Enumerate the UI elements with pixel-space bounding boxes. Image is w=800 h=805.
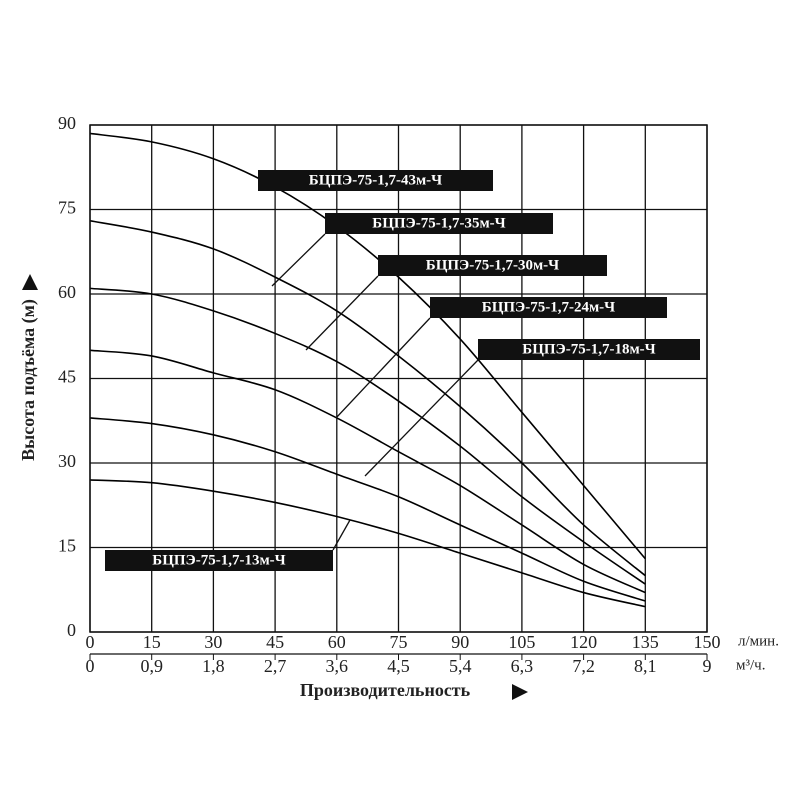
x-axis-title: Производительность (300, 680, 471, 700)
x-tick-label: 135 (632, 632, 659, 652)
y-axis-title: Высота подъёма (м) (18, 299, 39, 461)
label-box (478, 339, 700, 360)
y-tick-label: 15 (58, 536, 76, 556)
label-box (325, 213, 553, 234)
legend-label: БЦПЭ-75-1,7-30м-Ч (426, 257, 559, 273)
x-unit: л/мин. (738, 633, 779, 649)
x2-tick-label: 4,5 (387, 656, 410, 676)
y-tick-label: 45 (58, 367, 76, 387)
x-tick-label: 30 (204, 632, 222, 652)
legend-label: БЦПЭ-75-1,7-43м-Ч (309, 172, 442, 188)
x-tick-label: 60 (328, 632, 346, 652)
x2-tick-label: 5,4 (449, 656, 472, 676)
x2-unit: м³/ч. (736, 657, 765, 673)
label-box (430, 297, 667, 318)
x-tick-label: 0 (86, 632, 95, 652)
x-tick-label: 90 (451, 632, 469, 652)
x-tick-label: 150 (694, 632, 721, 652)
curve (89, 219, 646, 577)
curve (89, 349, 646, 594)
x-tick-label: 15 (143, 632, 161, 652)
plot-border (89, 124, 708, 633)
legend-label: БЦПЭ-75-1,7-24м-Ч (482, 299, 615, 315)
x2-tick-label: 8,1 (634, 656, 657, 676)
legend-label: БЦПЭ-75-1,7-18м-Ч (522, 341, 655, 357)
curve (89, 479, 646, 608)
curve (89, 417, 646, 602)
leader-line (271, 233, 326, 287)
x2-tick-label: 1,8 (202, 656, 225, 676)
curve (89, 287, 646, 585)
leader-line (335, 317, 431, 419)
leader-line (364, 359, 479, 477)
y-tick-label: 0 (67, 620, 76, 640)
x-tick-label: 120 (570, 632, 597, 652)
x-tick-label: 75 (390, 632, 408, 652)
label-box (258, 170, 493, 191)
y-tick-label: 75 (58, 198, 76, 218)
y-tick-label: 30 (58, 451, 76, 471)
x2-tick-label: 2,7 (264, 656, 287, 676)
label-box (105, 550, 333, 571)
x2-tick-label: 0 (86, 656, 95, 676)
y-tick-label: 60 (58, 282, 76, 302)
x2-tick-label: 3,6 (326, 656, 349, 676)
legend-label: БЦПЭ-75-1,7-13м-Ч (152, 552, 285, 568)
y-tick-label: 90 (58, 113, 76, 133)
x2-tick-label: 7,2 (572, 656, 595, 676)
x2-tick-label: 9 (703, 656, 712, 676)
arrow (512, 684, 528, 700)
arrow (22, 274, 38, 290)
leader-line (305, 275, 379, 351)
label-box (378, 255, 607, 276)
x2-tick-label: 0,9 (140, 656, 163, 676)
x-tick-label: 105 (508, 632, 535, 652)
x-tick-label: 45 (266, 632, 284, 652)
legend-label: БЦПЭ-75-1,7-35м-Ч (372, 215, 505, 231)
leader-line (332, 519, 351, 551)
x2-tick-label: 6,3 (511, 656, 534, 676)
